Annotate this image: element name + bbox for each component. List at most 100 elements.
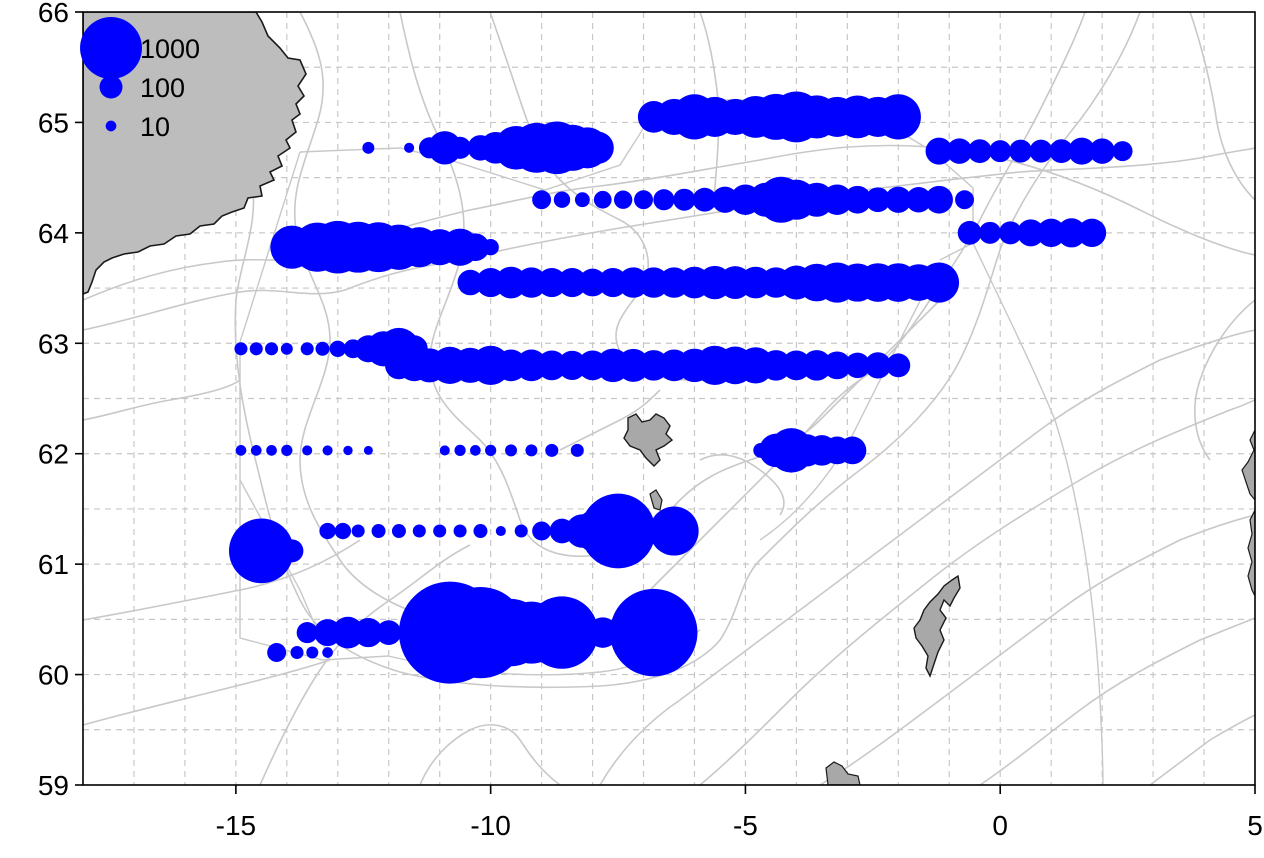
survey-bubble [653,189,675,211]
survey-bubble [302,445,313,456]
survey-bubble [864,352,892,379]
boundary-line [239,151,389,661]
contour-line [83,659,331,726]
survey-bubble [905,186,932,213]
survey-bubble [844,352,871,379]
survey-bubble [281,444,293,457]
x-tick-label: -5 [733,810,758,841]
contour-line [1194,299,1255,461]
survey-bubble [1029,139,1053,163]
survey-bubble [838,436,867,465]
survey-bubble [978,221,1002,244]
y-tick-label: 61 [38,549,69,580]
survey-bubble [306,646,319,659]
survey-bubble [280,539,304,563]
survey-bubble [885,186,912,213]
survey-bubble [439,445,450,456]
survey-bubble [801,350,833,381]
survey-bubble [353,618,383,648]
survey-bubble [371,524,386,539]
survey-bubble [250,445,262,456]
survey-bubble [692,187,717,212]
boundary-line [759,261,941,541]
survey-bubble [919,262,960,303]
survey-bubble [433,524,447,538]
x-tick-label: 5 [1247,810,1263,841]
survey-bubble [609,588,698,677]
contour-line [419,724,561,785]
survey-bubble [265,342,279,356]
shetland-islands [913,574,961,678]
orkney-island [825,761,861,785]
survey-bubble [673,188,696,211]
survey-bubble [514,524,528,538]
survey-bubble [613,190,633,209]
survey-bubble [557,350,587,380]
survey-bubble [925,185,953,214]
survey-bubble [580,493,656,569]
survey-bubble [296,622,318,644]
survey-bubble [351,524,365,538]
norway-coast [1241,429,1255,501]
contour-line [599,329,1255,785]
survey-bubble [334,522,352,540]
y-tick-label: 59 [38,770,69,801]
survey-bubble [457,269,484,296]
legend: 1000 100 10 [80,17,200,142]
survey-bubble [525,444,538,457]
survey-bubble [228,518,294,584]
x-tick-label: -10 [470,810,510,841]
survey-bubble [516,267,547,298]
survey-bubble [482,239,499,256]
survey-bubble [925,137,953,165]
survey-bubble [557,267,587,298]
survey-bubble [376,620,402,645]
survey-bubble [235,445,247,456]
survey-bubble [412,524,426,538]
survey-bubble [391,524,406,539]
survey-bubble [711,186,739,213]
survey-bubble [461,233,490,262]
survey-bubble [998,221,1022,245]
survey-bubble [319,522,336,540]
boundary-line [972,242,1104,785]
survey-bubble [886,353,911,378]
survey-bubble [843,185,872,214]
survey-bubble [362,141,375,154]
survey-bubble [532,521,552,541]
survey-bubble [453,524,467,538]
faroe-islands [623,413,674,467]
survey-bubble [553,191,571,208]
x-tick-label: 0 [992,810,1008,841]
survey-bubble [989,140,1012,163]
legend-label: 1000 [140,34,200,64]
survey-bubble [280,342,293,355]
survey-bubble [1049,139,1074,164]
survey-bubble [593,190,612,209]
survey-bubble [821,184,853,215]
survey-bubbles [228,91,1133,684]
survey-bubble [454,444,466,457]
survey-bubble [322,445,333,456]
contour-line [83,379,241,421]
survey-bubble [266,445,277,456]
y-axis: 59 60 61 62 63 64 65 66 [38,0,83,801]
survey-bubble [404,142,415,153]
y-tick-label: 64 [38,218,69,249]
survey-bubble [473,524,488,539]
survey-bubble [1017,219,1045,247]
survey-bubble [1056,218,1087,248]
survey-bubble [875,94,921,140]
contour-line [1149,714,1255,785]
survey-bubble [570,443,584,457]
contour-line [819,514,1255,785]
survey-bubble [1077,218,1107,248]
survey-bubble [1009,139,1033,163]
legend-label: 10 [140,112,170,142]
survey-bubble [343,445,353,456]
survey-bubble [955,190,975,210]
survey-bubble [634,190,653,210]
contour-line [399,12,941,558]
survey-bubble [823,351,852,380]
